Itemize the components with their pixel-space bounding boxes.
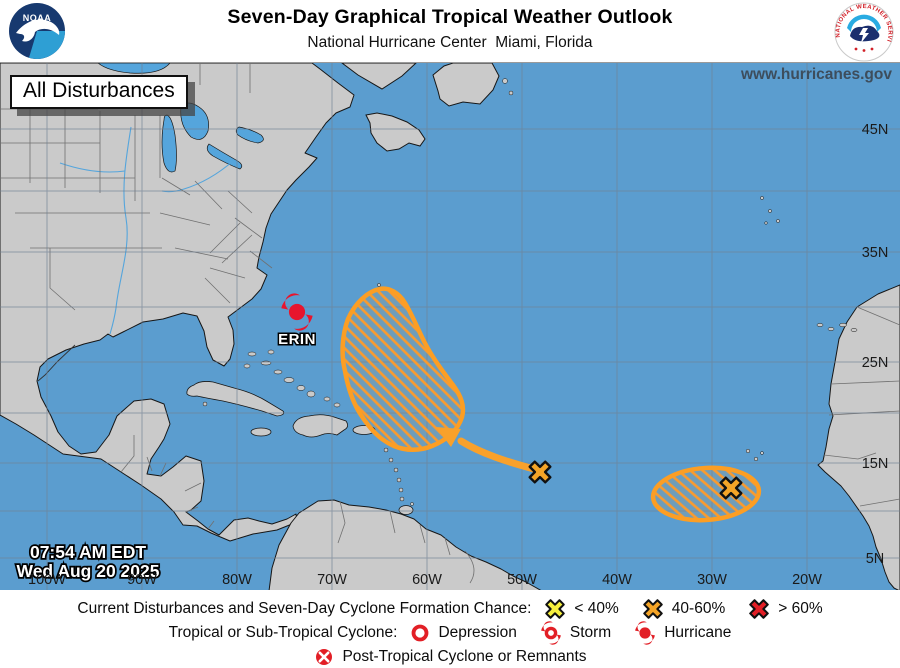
legend-item-hurricane: Hurricane <box>633 621 731 645</box>
land-nova-scotia <box>365 112 426 152</box>
legend-item-depression: Depression <box>409 622 517 644</box>
small-islands <box>202 78 858 506</box>
island-jamaica <box>250 427 272 437</box>
legend-item-label: 40-60% <box>671 600 726 617</box>
lat-label: 25N <box>862 355 889 371</box>
x-icon-orange <box>640 597 665 621</box>
storm-icon <box>540 621 561 645</box>
rivers <box>59 126 234 335</box>
page-subtitle: National Hurricane Center Miami, Florida <box>307 34 593 51</box>
lon-label: 50W <box>507 572 537 588</box>
legend-row2-label: Tropical or Sub-Tropical Cyclone: <box>168 624 398 641</box>
noaa-logo-text: NOAA <box>23 13 52 23</box>
lat-label: 45N <box>862 122 889 138</box>
island-trinidad <box>398 505 414 515</box>
header: NOAA Seven-Day Graphical Tropical Weathe… <box>0 0 900 62</box>
hurricane-icon <box>635 621 656 645</box>
nws-logo-icon: NATIONAL WEATHER SERVICE <box>834 2 894 62</box>
formation-area-1 <box>340 286 466 452</box>
legend-item-storm: Storm <box>539 621 611 645</box>
latitude-labels: 45N 35N 25N 15N 5N <box>862 122 889 567</box>
legend-row-formation-chance: Current Disturbances and Seven-Day Cyclo… <box>0 597 900 621</box>
depression-icon <box>412 624 429 642</box>
timestamp-date: Wed Aug 20 2025 <box>17 561 160 581</box>
hurricane-symbol-erin <box>281 293 313 331</box>
us-mexico-border <box>37 344 76 382</box>
lon-label: 20W <box>792 572 822 588</box>
timestamp-time: 07:54 AM EDT <box>30 542 146 562</box>
storm-name-label: ERIN <box>278 331 316 348</box>
hurricanes-gov-link[interactable]: www.hurricanes.gov <box>740 66 892 83</box>
lon-label: 90W <box>127 572 157 588</box>
outlook-map: ERIN 07:54 AM EDT Wed Aug 20 2025 45N 35… <box>0 62 900 591</box>
motion-arrow <box>436 427 538 473</box>
legend-row-post-tropical: Post-Tropical Cyclone or Remnants <box>0 646 900 668</box>
lat-label: 5N <box>866 551 885 567</box>
nws-lightning <box>859 28 869 43</box>
lon-label: 60W <box>412 572 442 588</box>
gridlines <box>0 63 900 591</box>
islands <box>186 381 414 515</box>
island-hispaniola <box>292 414 348 438</box>
lat-label: 15N <box>862 456 889 472</box>
all-disturbances-label: All Disturbances <box>10 75 188 109</box>
x-icon-red <box>747 597 772 621</box>
land-gaspe <box>341 63 417 90</box>
legend-item-label: Depression <box>438 624 517 641</box>
legend-row1-label: Current Disturbances and Seven-Day Cyclo… <box>77 600 532 617</box>
legend-item-label: Hurricane <box>664 624 732 641</box>
longitude-labels: 100W 90W 80W 70W 60W 50W 40W 30W 20W <box>28 572 822 588</box>
lon-label: 80W <box>222 572 252 588</box>
map-graphic: ERIN 07:54 AM EDT Wed Aug 20 2025 45N 35… <box>0 63 900 591</box>
legend-item-label: > 60% <box>778 600 823 617</box>
post-tropical-icon <box>316 649 333 665</box>
page-title: Seven-Day Graphical Tropical Weather Out… <box>227 6 673 28</box>
legend-item-gt60: > 60% <box>747 597 823 621</box>
state-borders <box>0 63 900 584</box>
legend-row3-label: Post-Tropical Cyclone or Remnants <box>342 648 587 665</box>
legend: Current Disturbances and Seven-Day Cyclo… <box>0 590 900 665</box>
noaa-gull <box>16 19 60 42</box>
legend-item-40-60: 40-60% <box>640 597 726 621</box>
legend-item-lt40: < 40% <box>543 597 619 621</box>
lon-label: 30W <box>697 572 727 588</box>
lon-label: 70W <box>317 572 347 588</box>
legend-row-cyclone-types: Tropical or Sub-Tropical Cyclone: Depres… <box>0 621 900 645</box>
lon-label: 100W <box>28 572 66 588</box>
noaa-logo-icon: NOAA <box>9 3 65 59</box>
timestamp: 07:54 AM EDT Wed Aug 20 2025 <box>15 540 162 583</box>
legend-item-label: Storm <box>569 624 612 641</box>
island-cuba <box>186 381 285 417</box>
legend-item-post-tropical: Post-Tropical Cyclone or Remnants <box>313 646 587 668</box>
lon-label: 40W <box>602 572 632 588</box>
legend-item-label: < 40% <box>574 600 619 617</box>
x-icon-yellow <box>543 597 568 621</box>
land-newfoundland <box>432 63 500 107</box>
lat-label: 35N <box>862 245 889 261</box>
